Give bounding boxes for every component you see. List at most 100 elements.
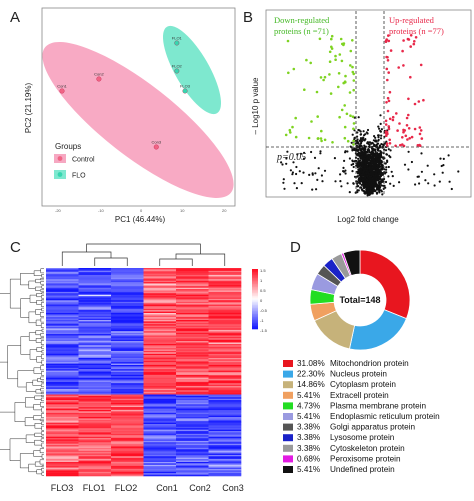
- dendrogram-branch: [35, 338, 42, 343]
- heatmap-cell: [46, 464, 79, 467]
- heatmap-cell: [176, 342, 209, 345]
- heatmap-cell: [111, 454, 144, 457]
- heatmap-cell: [143, 440, 177, 443]
- heatmap-cell: [78, 298, 112, 301]
- volcano-point: [372, 189, 375, 192]
- heatmap-cell: [176, 442, 209, 444]
- heatmap-cell: [143, 473, 177, 475]
- color-scale-step: [252, 314, 258, 316]
- heatmap-cell: [143, 397, 177, 400]
- volcano-point: [372, 163, 375, 166]
- heatmap-cell: [111, 328, 144, 331]
- heatmap-cell: [143, 350, 177, 353]
- volcano-point: [372, 174, 375, 177]
- heatmap-cell: [46, 367, 79, 370]
- dendrogram-branch: [40, 392, 44, 395]
- volcano-point-down: [334, 58, 337, 61]
- heatmap-cell: [111, 300, 144, 303]
- volcano-point: [369, 187, 372, 190]
- heatmap-cell: [46, 363, 79, 366]
- heatmap-cell: [176, 398, 209, 401]
- heatmap-cell: [78, 398, 112, 401]
- heatmap-cell: [78, 426, 112, 429]
- heatmap-cell: [78, 308, 112, 311]
- heatmap-cell: [46, 447, 79, 450]
- volcano-point: [390, 170, 393, 173]
- heatmap-cell: [143, 324, 177, 326]
- heatmap-cell: [46, 398, 79, 401]
- heatmap-cell: [46, 453, 79, 456]
- heatmap-cell: [143, 318, 177, 321]
- heatmap-cell: [111, 447, 144, 450]
- volcano-point: [350, 163, 353, 166]
- volcano-point: [316, 178, 319, 181]
- heatmap-cell: [78, 360, 112, 363]
- heatmap-cell: [78, 345, 112, 348]
- heatmap-cell: [143, 270, 177, 273]
- volcano-point: [448, 180, 451, 183]
- heatmap-cell: [143, 460, 177, 463]
- volcano-point-down: [330, 34, 334, 38]
- dendrogram-branch: [41, 442, 44, 448]
- heatmap-cell: [208, 449, 242, 452]
- heatmap-cell: [143, 424, 177, 426]
- heatmap-cell: [46, 397, 79, 400]
- volcano-point: [300, 182, 303, 185]
- heatmap-cell: [143, 289, 177, 291]
- heatmap-cell: [78, 414, 112, 416]
- volcano-point-down: [343, 136, 347, 140]
- heatmap-cell: [46, 307, 79, 310]
- heatmap-cell: [46, 415, 79, 418]
- heatmap-cell: [176, 414, 209, 416]
- dendrogram-branch: [28, 463, 37, 473]
- heatmap-cell: [143, 387, 177, 390]
- heatmap-cell: [176, 284, 209, 287]
- volcano-point: [385, 166, 388, 169]
- heatmap-cell: [143, 431, 177, 433]
- heatmap-cell: [111, 275, 144, 277]
- heatmap-cell: [143, 301, 177, 304]
- heatmap-cell: [111, 286, 144, 288]
- heatmap-cell: [78, 348, 112, 350]
- heatmap-cell: [143, 290, 177, 293]
- heatmap-cell: [143, 381, 177, 384]
- heatmap-cell: [176, 335, 209, 338]
- volcano-point-up: [417, 100, 421, 103]
- dendrogram-branch: [32, 379, 42, 386]
- heatmap-cell: [176, 460, 209, 463]
- heatmap-cell: [208, 331, 242, 333]
- volcano-point: [346, 150, 349, 153]
- volcano-point: [380, 159, 383, 162]
- heatmap-cell: [111, 283, 144, 286]
- heatmap-cell: [176, 421, 209, 423]
- heatmap-cell: [46, 287, 79, 290]
- heatmap-cell: [46, 419, 79, 422]
- volcano-point-down: [343, 80, 347, 83]
- heatmap-cell: [46, 349, 79, 352]
- heatmap-cell: [176, 468, 209, 471]
- heatmap-cell: [46, 345, 79, 348]
- volcano-point: [380, 154, 383, 157]
- heatmap-cell: [111, 324, 144, 326]
- heatmap-cell: [143, 287, 177, 290]
- volcano-point: [362, 170, 365, 174]
- heatmap-cell: [176, 408, 209, 411]
- dendrogram-branch: [28, 332, 37, 341]
- column-label: Con3: [222, 483, 244, 493]
- heatmap-cell: [111, 336, 144, 339]
- dendrogram-branch: [25, 434, 35, 443]
- heatmap-cell: [46, 318, 79, 321]
- legend-label: Extracell protein: [330, 391, 389, 400]
- heatmap-cell: [208, 329, 242, 332]
- volcano-point-up: [413, 102, 417, 106]
- heatmap-cell: [143, 366, 177, 369]
- volcano-point-down: [287, 71, 290, 75]
- volcano-point: [372, 183, 375, 186]
- heatmap-cell: [176, 359, 209, 362]
- dendrogram-branch: [35, 389, 42, 394]
- heatmap-cell: [143, 438, 177, 440]
- heatmap-cell: [46, 424, 79, 426]
- heatmap-cell: [143, 428, 177, 430]
- heatmap-cell: [176, 280, 209, 283]
- heatmap-cell: [46, 284, 79, 287]
